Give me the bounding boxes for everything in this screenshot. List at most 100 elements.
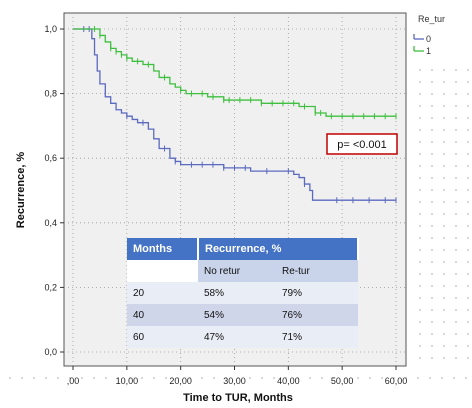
- grid-dot: [419, 285, 421, 287]
- grid-dot: [431, 141, 433, 143]
- grid-dot: [419, 165, 421, 167]
- grid-dot: [467, 165, 469, 167]
- y-tick-label: 0,8: [44, 89, 57, 99]
- grid-dot: [467, 273, 469, 275]
- grid-dot: [467, 141, 469, 143]
- cell-re-tur: 79%: [276, 282, 358, 304]
- grid-dot: [81, 377, 83, 379]
- grid-dot: [467, 177, 469, 179]
- grid-dot: [443, 105, 445, 107]
- grid-dot: [93, 377, 95, 379]
- grid-dot: [419, 357, 421, 359]
- grid-dot: [467, 261, 469, 263]
- grid-dot: [443, 177, 445, 179]
- grid-dot: [467, 213, 469, 215]
- grid-dot: [419, 81, 421, 83]
- grid-dot: [467, 333, 469, 335]
- grid-dot: [431, 81, 433, 83]
- grid-dot: [393, 377, 395, 379]
- grid-dot: [455, 93, 457, 95]
- grid-dot: [443, 93, 445, 95]
- grid-dot: [467, 69, 469, 71]
- grid-dot: [201, 377, 203, 379]
- p-value-box: p= <0.001: [326, 133, 398, 155]
- grid-dot: [419, 69, 421, 71]
- grid-dot: [431, 213, 433, 215]
- grid-dot: [443, 201, 445, 203]
- subheader-no-retur: No retur: [198, 260, 276, 282]
- grid-dot: [467, 153, 469, 155]
- grid-dot: [467, 309, 469, 311]
- grid-dot: [467, 237, 469, 239]
- grid-dot: [345, 377, 347, 379]
- grid-dot: [467, 345, 469, 347]
- legend-label-0: 0: [426, 34, 431, 44]
- table-subheader-row: No retur Re-tur: [127, 260, 358, 282]
- grid-dot: [455, 141, 457, 143]
- grid-dot: [455, 213, 457, 215]
- grid-dot: [443, 309, 445, 311]
- grid-dot: [213, 377, 215, 379]
- grid-dot: [273, 377, 275, 379]
- y-axis-title: Recurrence, %: [15, 152, 27, 229]
- p-value-text: p= <0.001: [337, 139, 387, 151]
- grid-dot: [9, 377, 11, 379]
- recurrence-table: Months Recurrence, % No retur Re-tur 20 …: [127, 238, 359, 348]
- grid-dot: [419, 93, 421, 95]
- cell-no-retur: 58%: [198, 282, 276, 304]
- grid-dot: [455, 129, 457, 131]
- grid-dot: [431, 117, 433, 119]
- subheader-empty: [127, 260, 198, 282]
- grid-dot: [105, 377, 107, 379]
- grid-dot: [431, 249, 433, 251]
- grid-dot: [431, 177, 433, 179]
- grid-dot: [431, 189, 433, 191]
- grid-dot: [431, 345, 433, 347]
- grid-dot: [443, 273, 445, 275]
- grid-dot: [455, 81, 457, 83]
- grid-dot: [431, 129, 433, 131]
- grid-dot: [443, 333, 445, 335]
- grid-dot: [189, 377, 191, 379]
- table-row: 60 47% 71%: [127, 326, 358, 348]
- grid-dot: [417, 377, 419, 379]
- grid-dot: [431, 153, 433, 155]
- grid-dot: [431, 165, 433, 167]
- grid-dot: [467, 129, 469, 131]
- cell-no-retur: 47%: [198, 326, 276, 348]
- grid-dot: [453, 377, 455, 379]
- grid-dot: [467, 93, 469, 95]
- grid-dot: [431, 297, 433, 299]
- cell-month: 60: [127, 326, 198, 348]
- grid-dot: [419, 201, 421, 203]
- grid-dot: [455, 261, 457, 263]
- grid-dot: [455, 165, 457, 167]
- grid-dot: [467, 105, 469, 107]
- grid-dot: [419, 129, 421, 131]
- grid-dot: [455, 273, 457, 275]
- grid-dot: [357, 377, 359, 379]
- grid-dot: [467, 285, 469, 287]
- grid-dot: [419, 249, 421, 251]
- cell-no-retur: 54%: [198, 304, 276, 326]
- grid-dot: [45, 377, 47, 379]
- grid-dot: [467, 81, 469, 83]
- table-header-row: Months Recurrence, %: [127, 238, 359, 260]
- grid-dot: [455, 105, 457, 107]
- grid-dot: [455, 69, 457, 71]
- grid-dot: [467, 201, 469, 203]
- grid-dot: [455, 309, 457, 311]
- grid-dot: [431, 225, 433, 227]
- grid-dot: [419, 105, 421, 107]
- grid-dot: [467, 357, 469, 359]
- grid-dot: [69, 377, 71, 379]
- grid-dot: [309, 377, 311, 379]
- grid-dot: [429, 377, 431, 379]
- grid-dot: [443, 357, 445, 359]
- grid-dot: [165, 377, 167, 379]
- x-tick-label: 10,00: [116, 376, 139, 386]
- grid-dot: [431, 105, 433, 107]
- grid-dot: [237, 377, 239, 379]
- outer-grid-dots: [9, 69, 469, 379]
- legend-title: Re_tur: [418, 14, 445, 24]
